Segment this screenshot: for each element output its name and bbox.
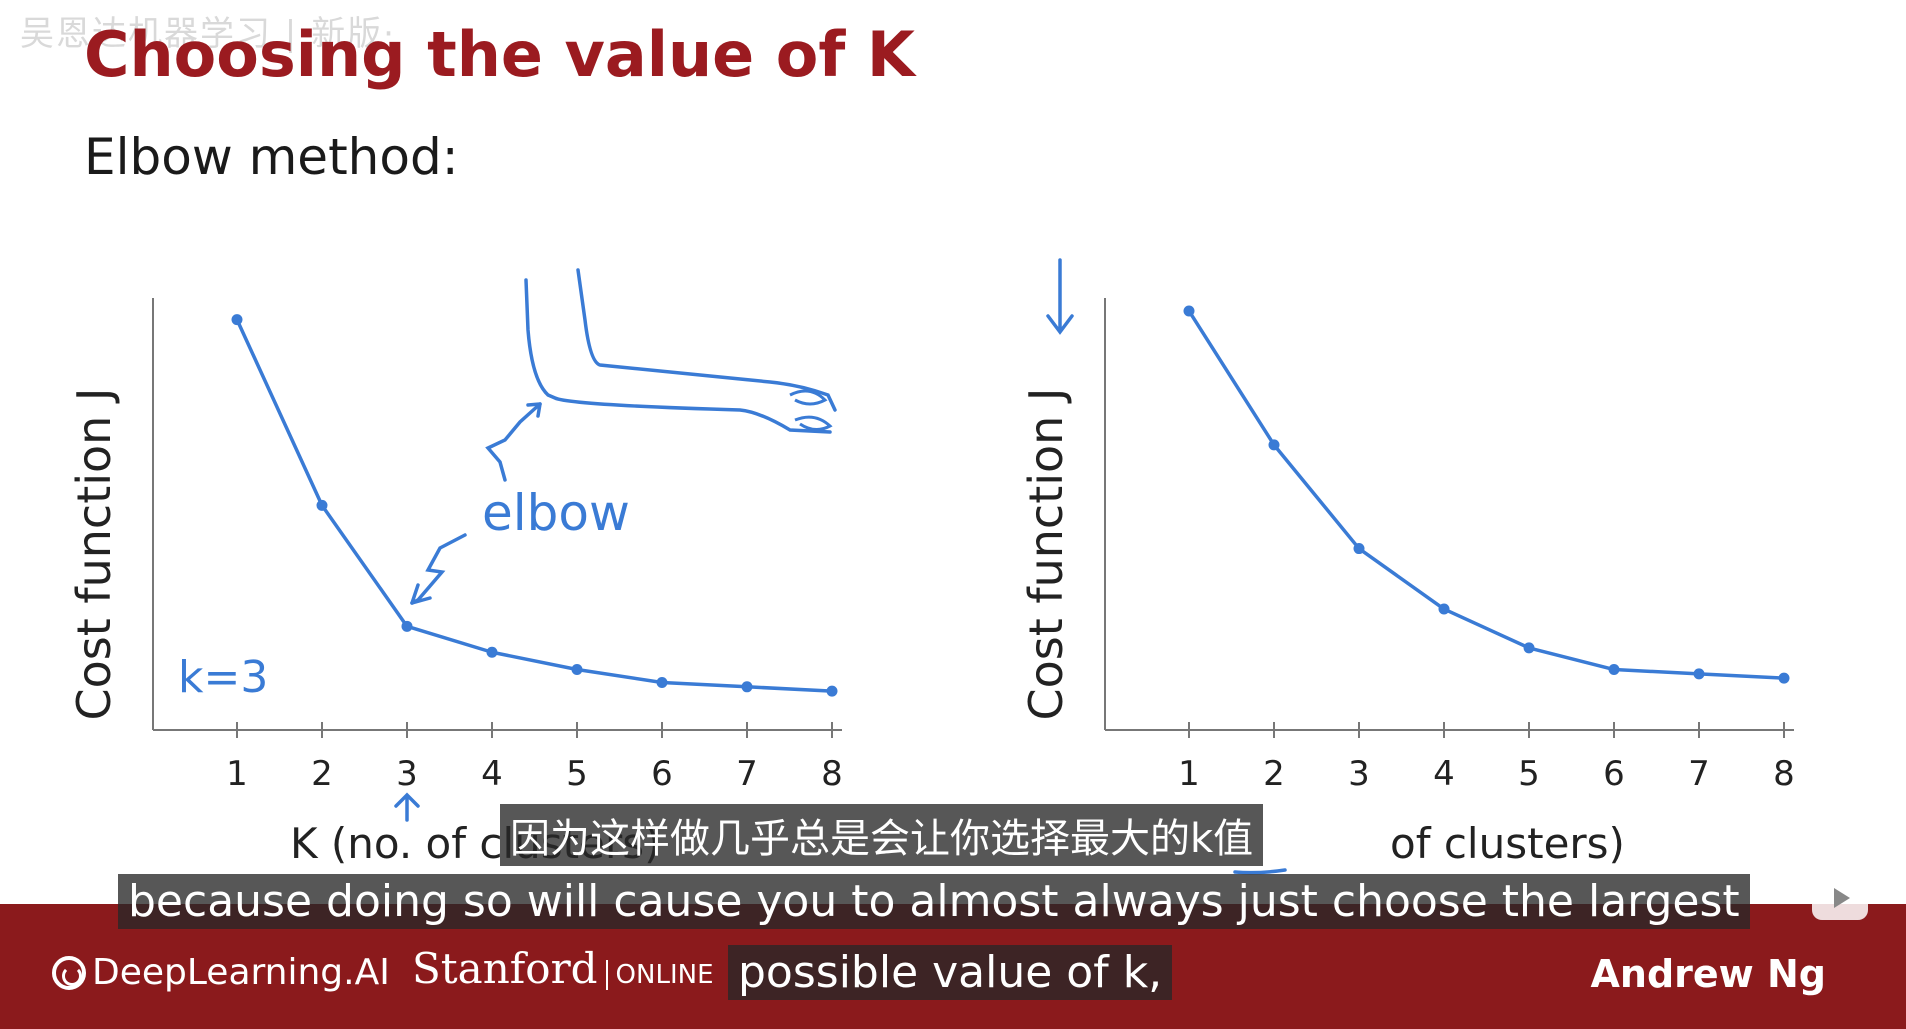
slide-subtitle: Elbow method: xyxy=(84,128,459,186)
x-tick-label-2-3: 3 xyxy=(1348,754,1370,794)
x-tick-label-2-6: 6 xyxy=(1603,754,1625,794)
x-axis-label-right: of clusters) xyxy=(1390,819,1625,868)
data-point-1-8 xyxy=(826,685,838,697)
x-tick-label-2-8: 8 xyxy=(1773,754,1795,794)
x-tick-label-1-1: 1 xyxy=(226,754,248,794)
underline-mark xyxy=(1233,868,1287,875)
arm-sketch-lower xyxy=(524,278,832,434)
data-point-2-8 xyxy=(1778,672,1790,684)
watermark: 吴恩达机器学习 | 新版· xyxy=(20,14,396,54)
series-line-2 xyxy=(1187,309,1786,680)
deeplearning-label: DeepLearning.AI xyxy=(92,952,390,993)
data-point-2-7 xyxy=(1693,668,1705,680)
data-point-1-7 xyxy=(741,681,753,693)
x-tick-label-1-5: 5 xyxy=(566,754,588,794)
x-tick-label-1-7: 7 xyxy=(736,754,758,794)
y-axis-label-1: Cost function J xyxy=(67,388,121,721)
x-tick-label-1-2: 2 xyxy=(311,754,333,794)
elbow-arrowhead xyxy=(410,583,432,605)
hand-sketch xyxy=(789,389,833,431)
subtitle-english-line2: possible value of k, xyxy=(728,945,1173,1000)
data-point-2-5 xyxy=(1523,642,1535,654)
arm-pointer-arrowhead xyxy=(526,402,542,418)
deeplearning-icon xyxy=(52,955,86,990)
subtitle-english-line1: because doing so will cause you to almos… xyxy=(118,874,1750,929)
x-tick-label-2-5: 5 xyxy=(1518,754,1540,794)
arm-pointer-arrow xyxy=(485,402,542,482)
data-point-2-1 xyxy=(1183,305,1195,317)
data-point-2-3 xyxy=(1353,543,1365,555)
subtitle-chinese: 因为这样做几乎总是会让你选择最大的k值 xyxy=(500,804,1264,866)
online-label: ONLINE xyxy=(605,960,714,990)
x-tick-label-2-2: 2 xyxy=(1263,754,1285,794)
stanford-label: Stanford xyxy=(412,944,598,993)
deeplearning-logo: DeepLearning.AI xyxy=(52,952,390,993)
y-axis-label-2: Cost function J xyxy=(1019,388,1073,721)
play-icon[interactable] xyxy=(1812,876,1868,920)
stanford-online-logo: Stanford ONLINE xyxy=(412,944,714,993)
elbow-arrow xyxy=(410,533,467,605)
arm-sketch-upper xyxy=(576,268,837,412)
data-point-1-3 xyxy=(401,620,413,632)
data-point-1-5 xyxy=(571,664,583,676)
x-tick-label-2-1: 1 xyxy=(1178,754,1200,794)
k-equals-3-annotation: k=3 xyxy=(178,652,268,703)
x-tick-label-1-3: 3 xyxy=(396,754,418,794)
author-name: Andrew Ng xyxy=(1590,952,1826,996)
data-point-2-4 xyxy=(1438,603,1450,615)
data-point-2-6 xyxy=(1608,664,1620,676)
down-arrow-j xyxy=(1046,258,1074,335)
x-tick-label-1-8: 8 xyxy=(821,754,843,794)
data-point-1-4 xyxy=(486,646,498,658)
data-point-1-6 xyxy=(656,676,668,688)
elbow-annotation: elbow xyxy=(482,484,630,542)
x-tick-label-2-4: 4 xyxy=(1433,754,1455,794)
series-line-1 xyxy=(235,317,834,693)
slide-title: Choosing the value of K xyxy=(84,18,915,91)
k3-up-arrow xyxy=(394,792,420,822)
x-tick-label-1-4: 4 xyxy=(481,754,503,794)
data-point-2-2 xyxy=(1268,439,1280,451)
data-point-1-2 xyxy=(316,499,328,511)
data-point-1-1 xyxy=(231,314,243,326)
x-tick-label-1-6: 6 xyxy=(651,754,673,794)
x-tick-label-2-7: 7 xyxy=(1688,754,1710,794)
